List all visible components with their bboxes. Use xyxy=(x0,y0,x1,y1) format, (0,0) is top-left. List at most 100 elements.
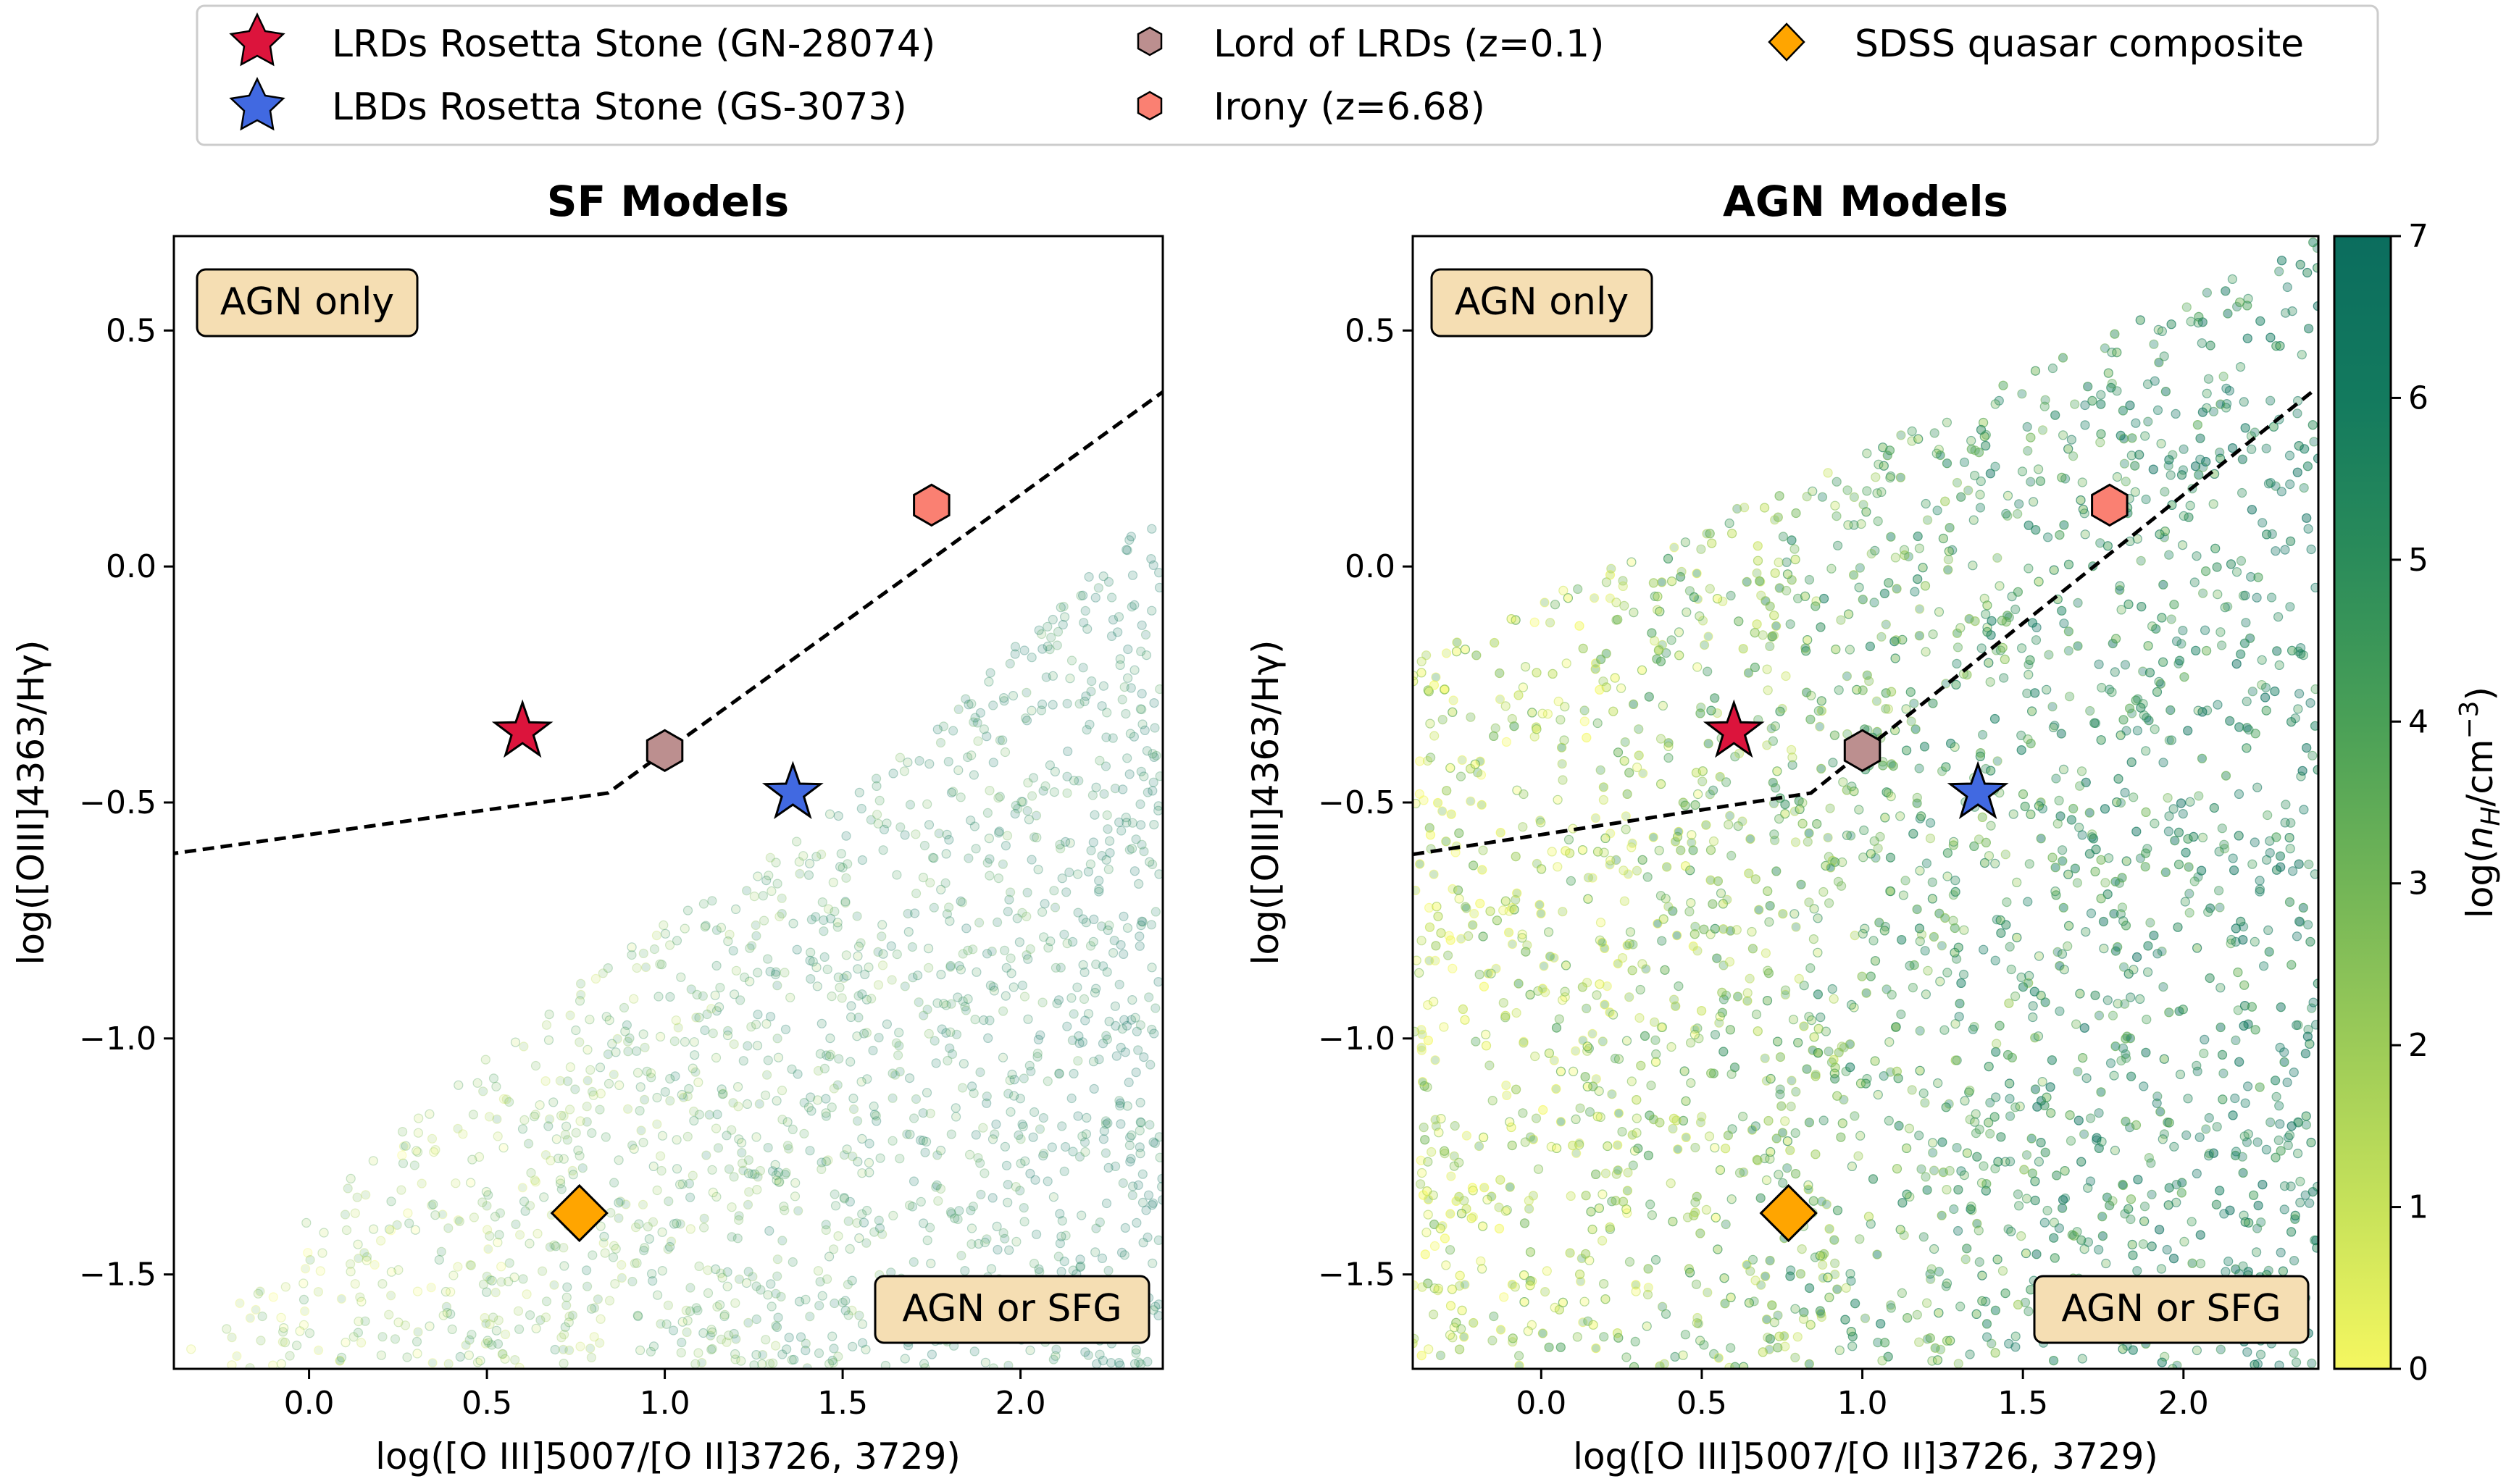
model-point xyxy=(412,1349,422,1359)
model-point xyxy=(638,1029,648,1039)
model-point xyxy=(517,1124,528,1134)
model-point xyxy=(840,897,851,908)
model-point xyxy=(1131,1344,1141,1355)
model-point xyxy=(575,1116,585,1126)
model-point xyxy=(892,949,902,960)
model-point xyxy=(482,1201,492,1211)
model-point xyxy=(1153,801,1163,811)
model-point xyxy=(1064,867,1074,878)
model-point xyxy=(1154,582,1163,592)
model-point xyxy=(1509,905,1519,915)
model-point xyxy=(586,1304,597,1314)
model-point xyxy=(1099,789,1109,799)
model-point xyxy=(595,1104,605,1115)
model-point xyxy=(490,1287,501,1298)
model-point xyxy=(461,1340,471,1350)
model-point xyxy=(341,1225,352,1236)
model-point xyxy=(1977,1296,1987,1306)
model-point xyxy=(614,1080,625,1091)
model-point xyxy=(945,1207,956,1217)
model-point xyxy=(813,1065,824,1076)
model-point xyxy=(1101,1031,1111,1041)
model-point xyxy=(1131,1067,1141,1078)
model-point xyxy=(864,1168,874,1178)
model-point xyxy=(636,1125,646,1136)
model-point xyxy=(2126,757,2137,768)
model-point xyxy=(560,1130,571,1140)
model-point xyxy=(1116,1247,1127,1258)
model-point xyxy=(966,699,977,709)
model-point xyxy=(1069,776,1079,786)
model-point xyxy=(1079,696,1090,707)
model-point xyxy=(498,1349,508,1359)
model-point xyxy=(610,1278,620,1289)
model-point xyxy=(1084,571,1094,582)
model-point xyxy=(1075,1261,1086,1271)
model-point xyxy=(346,1267,356,1277)
model-point xyxy=(2050,410,2060,420)
model-point xyxy=(1137,704,1147,715)
model-point xyxy=(1074,776,1084,786)
model-point xyxy=(736,1138,747,1148)
model-point xyxy=(973,736,983,746)
model-point xyxy=(964,853,974,863)
model-point xyxy=(595,1062,606,1073)
model-point xyxy=(1594,1203,1604,1213)
model-point xyxy=(961,1005,972,1015)
model-point xyxy=(957,897,967,907)
model-point xyxy=(509,1272,519,1283)
model-point xyxy=(954,1206,964,1216)
model-point xyxy=(1003,1179,1013,1190)
model-point xyxy=(1019,992,1030,1002)
model-point xyxy=(1140,725,1150,736)
model-point xyxy=(2177,1178,2187,1188)
model-point xyxy=(510,1354,520,1365)
model-point xyxy=(540,1076,551,1086)
legend-frame xyxy=(196,4,2379,146)
model-point xyxy=(655,1031,666,1042)
model-point xyxy=(979,724,990,734)
model-point xyxy=(711,1006,722,1016)
model-point xyxy=(292,1341,302,1351)
model-point xyxy=(777,1085,788,1096)
model-point xyxy=(890,1070,901,1080)
model-point xyxy=(526,1168,536,1178)
model-point xyxy=(731,965,742,976)
model-point xyxy=(833,972,843,983)
model-point xyxy=(816,850,827,860)
left-plot-background xyxy=(174,236,1163,1369)
model-point xyxy=(525,1310,535,1320)
model-point xyxy=(1019,1202,1029,1213)
model-point xyxy=(998,1228,1008,1238)
model-point xyxy=(1016,1134,1026,1144)
model-point xyxy=(1146,920,1157,930)
model-point xyxy=(361,1190,371,1200)
model-point xyxy=(453,1215,464,1225)
model-point xyxy=(936,884,946,894)
model-point xyxy=(1093,583,1104,593)
model-point xyxy=(1054,1068,1064,1079)
model-point xyxy=(464,1335,475,1345)
model-point xyxy=(873,980,884,990)
model-point xyxy=(304,1328,315,1338)
model-point xyxy=(812,981,822,992)
model-point xyxy=(2059,520,2069,530)
model-point xyxy=(253,1288,263,1299)
model-point xyxy=(393,1265,404,1275)
model-point xyxy=(593,1294,603,1304)
model-point xyxy=(945,1043,955,1053)
model-point xyxy=(1085,719,1095,729)
model-point xyxy=(438,1310,448,1320)
model-point xyxy=(397,1150,407,1160)
model-point xyxy=(1996,1132,2006,1142)
model-point xyxy=(1990,1348,2000,1358)
model-point xyxy=(1145,1120,1155,1130)
model-point xyxy=(298,1320,309,1330)
model-point xyxy=(779,1202,789,1212)
model-point xyxy=(706,1004,717,1014)
model-point xyxy=(664,1241,675,1252)
model-point xyxy=(443,1359,454,1369)
model-point xyxy=(989,986,1000,996)
model-point xyxy=(1110,1161,1121,1172)
